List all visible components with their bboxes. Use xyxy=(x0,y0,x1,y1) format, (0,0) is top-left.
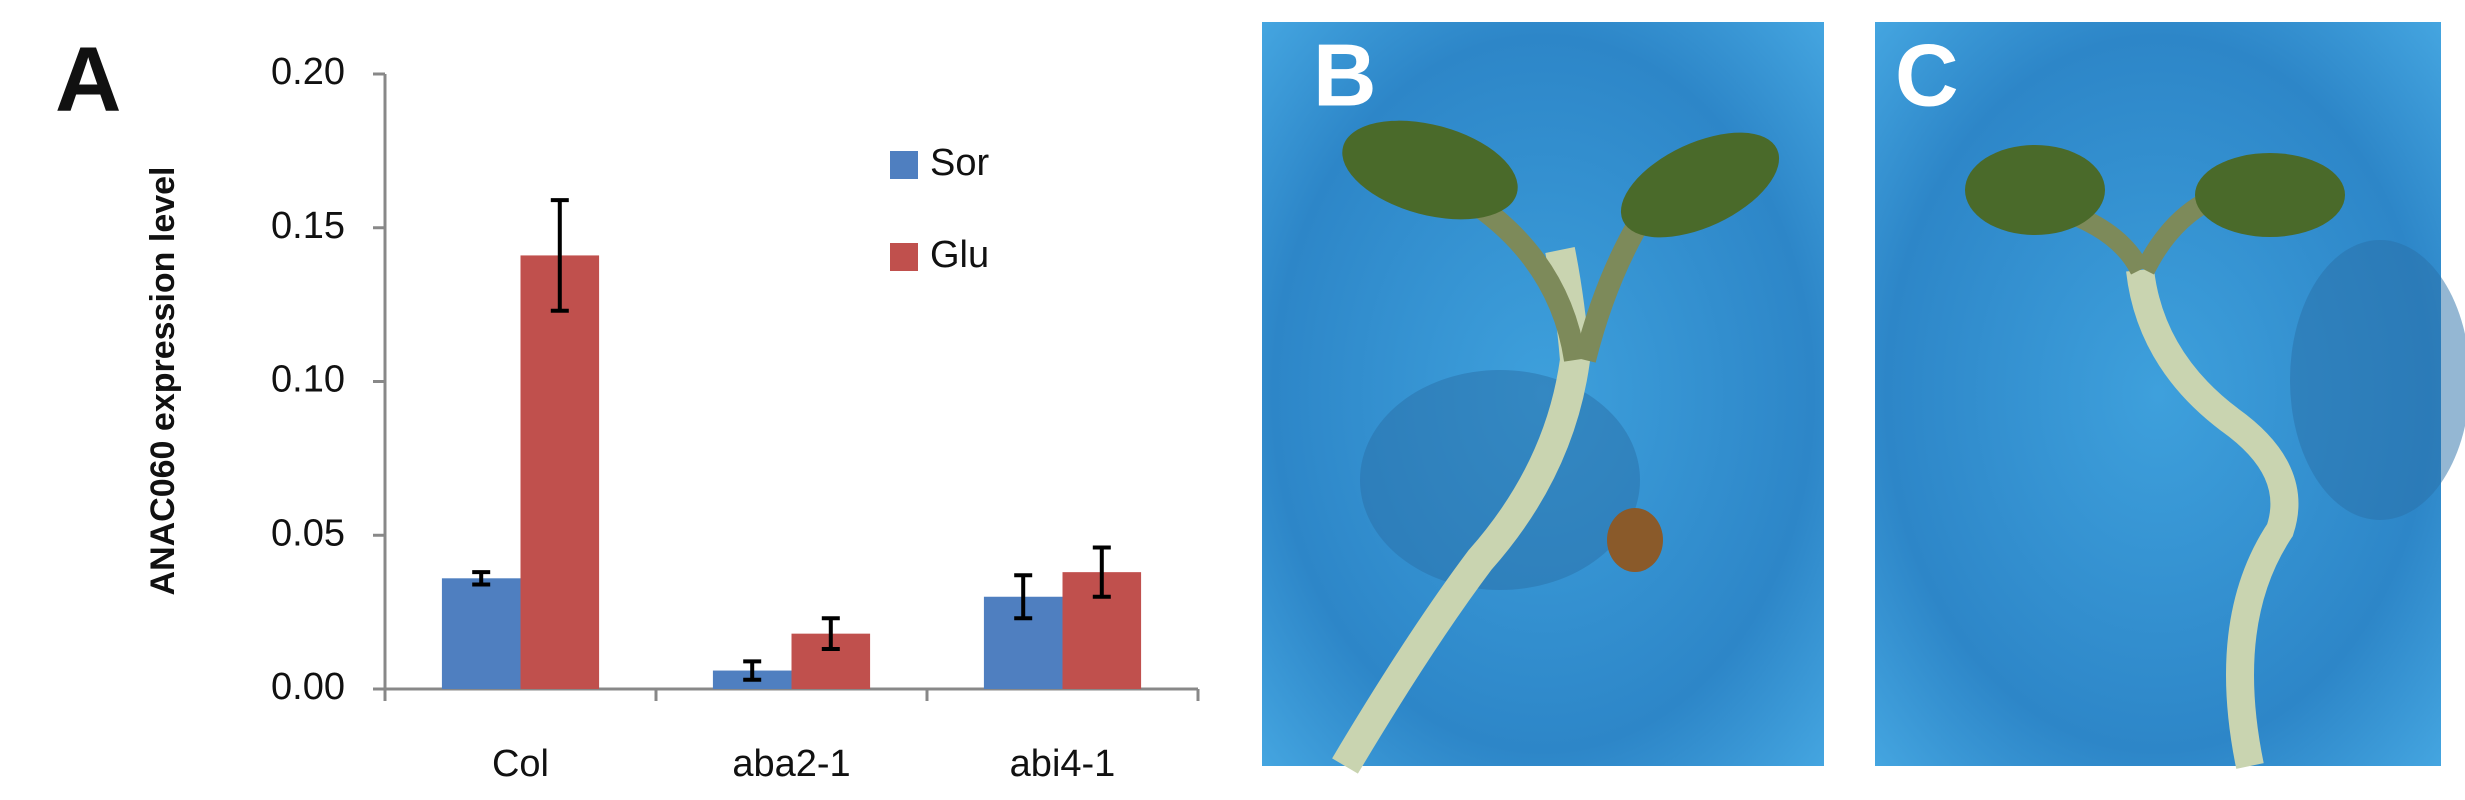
error-bar xyxy=(743,659,762,682)
x-tick-label: Col xyxy=(492,743,549,785)
x-tick-label: aba2-1 xyxy=(732,743,850,785)
y-tick-label: 0.05 xyxy=(271,512,345,554)
error-bar xyxy=(1092,545,1111,599)
bar xyxy=(441,578,521,689)
y-axis-label: ANAC060 expression level xyxy=(144,167,182,596)
error-bar xyxy=(1014,573,1033,621)
x-tick-label: abi4-1 xyxy=(1010,743,1116,785)
y-tick-label: 0.20 xyxy=(271,51,345,93)
legend-label: Glu xyxy=(930,234,989,276)
photo-c xyxy=(1875,22,2465,769)
panel-label: A xyxy=(55,28,121,130)
error-bar xyxy=(472,570,491,587)
photo-b xyxy=(1262,22,1824,774)
legend-label: Sor xyxy=(930,142,989,184)
y-tick-label: 0.15 xyxy=(271,205,345,247)
bar xyxy=(520,255,600,690)
y-tick-label: 0.00 xyxy=(271,666,345,708)
error-bar xyxy=(821,616,840,652)
photo-label: C xyxy=(1895,25,1959,124)
y-tick-label: 0.10 xyxy=(271,359,345,401)
legend-swatch xyxy=(890,243,918,271)
legend-swatch xyxy=(890,151,918,179)
error-bar xyxy=(550,198,569,313)
photo-label: B xyxy=(1313,25,1377,124)
